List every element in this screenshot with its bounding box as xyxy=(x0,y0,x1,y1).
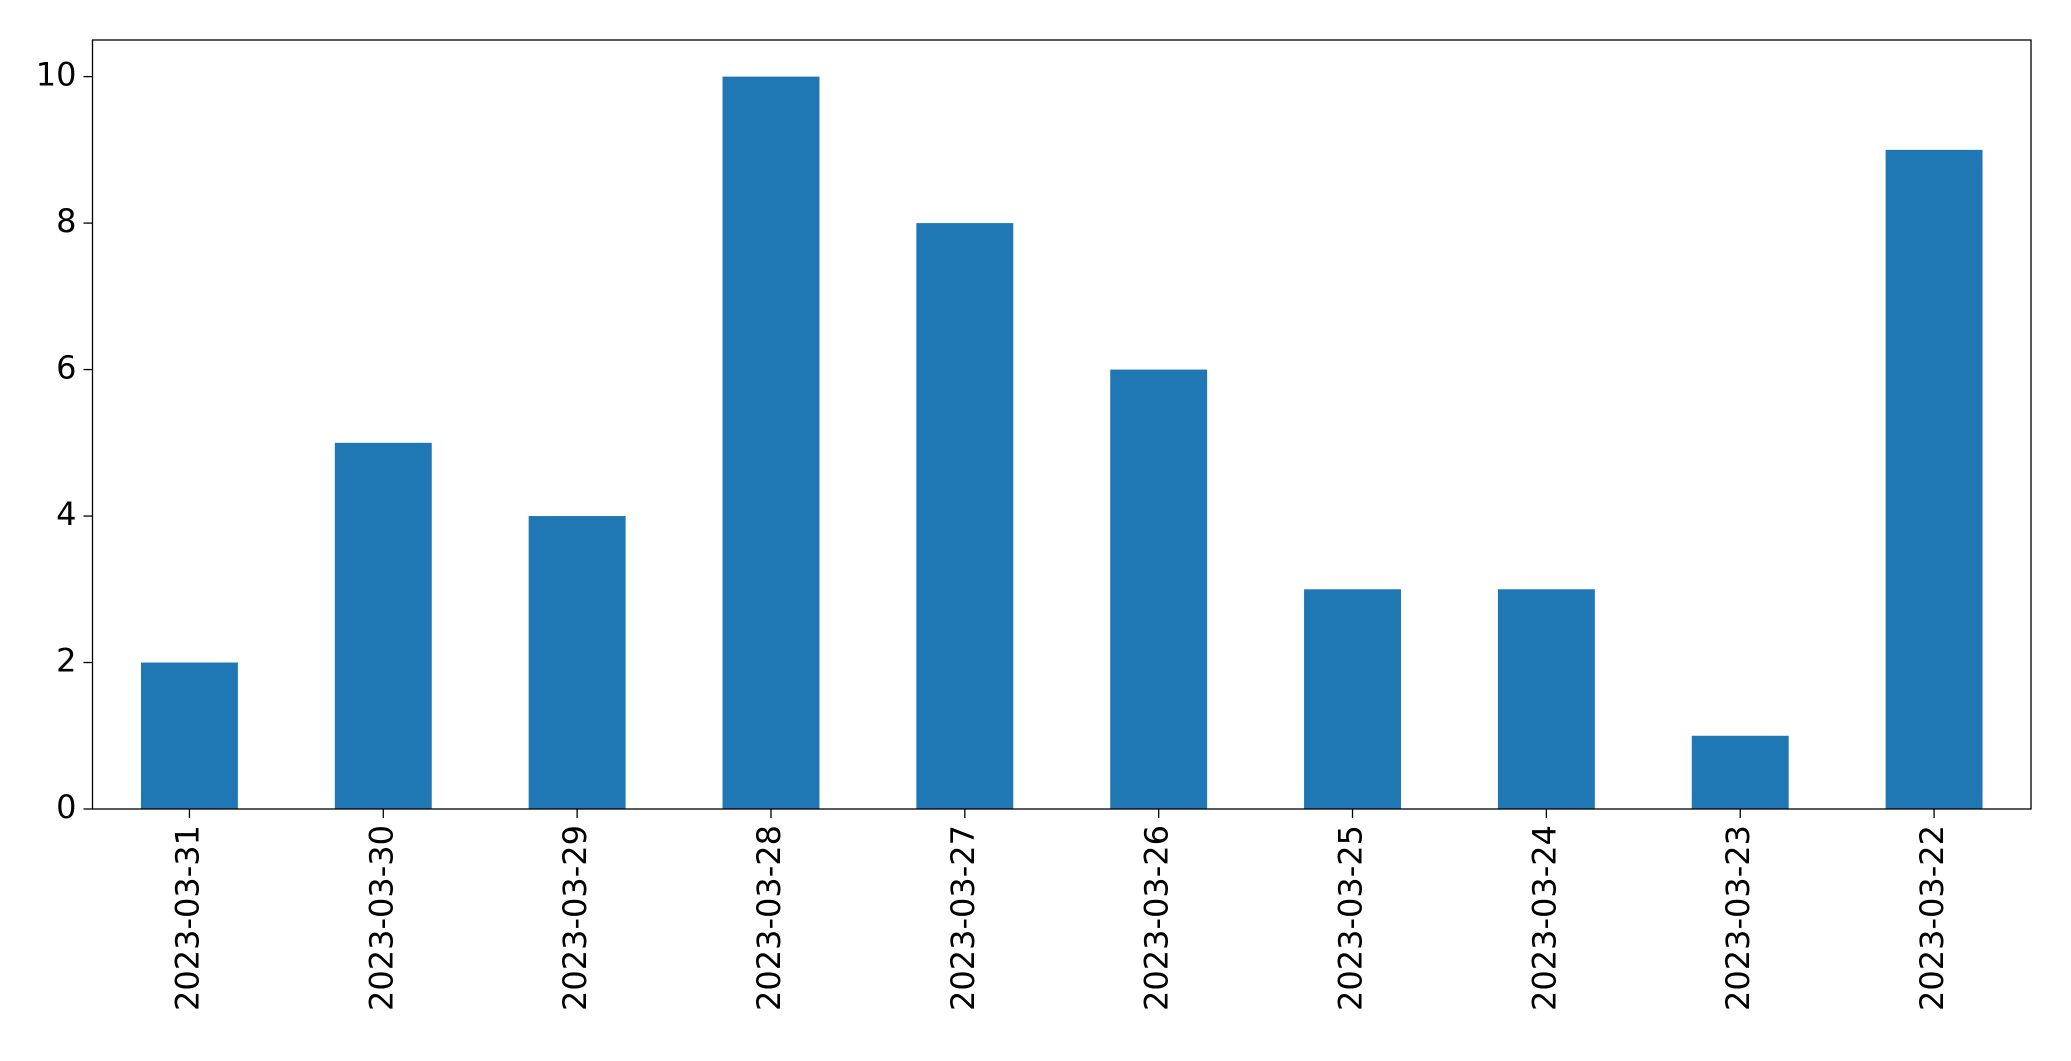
x-tick-label: 2023-03-24 xyxy=(1525,825,1563,1011)
y-tick-label: 2 xyxy=(56,642,76,680)
x-tick-label: 2023-03-28 xyxy=(750,825,788,1011)
bar xyxy=(528,516,626,809)
x-tick-label: 2023-03-22 xyxy=(1913,825,1951,1011)
bar xyxy=(140,662,238,809)
bar xyxy=(334,442,432,809)
plot-frame xyxy=(91,39,2032,810)
x-tick-label: 2023-03-25 xyxy=(1332,825,1370,1011)
x-tick-label: 2023-03-31 xyxy=(168,825,206,1011)
bar xyxy=(1304,589,1401,809)
x-tick-label: 2023-03-26 xyxy=(1138,825,1176,1011)
bar xyxy=(722,76,820,810)
x-tick-label: 2023-03-29 xyxy=(556,825,594,1011)
bar xyxy=(1691,735,1789,809)
y-tick-label: 4 xyxy=(56,495,76,533)
x-tick-label: 2023-03-30 xyxy=(362,825,400,1011)
bar xyxy=(1110,369,1208,809)
y-tick-label: 6 xyxy=(56,349,76,387)
bar xyxy=(1885,149,1983,809)
x-tick-label: 2023-03-27 xyxy=(944,825,982,1011)
bar xyxy=(916,223,1014,810)
x-tick-label: 2023-03-23 xyxy=(1719,825,1757,1011)
y-tick-label: 8 xyxy=(56,202,76,240)
y-tick-label: 0 xyxy=(56,788,76,826)
bar xyxy=(1497,589,1595,809)
y-tick-label: 10 xyxy=(36,56,77,94)
